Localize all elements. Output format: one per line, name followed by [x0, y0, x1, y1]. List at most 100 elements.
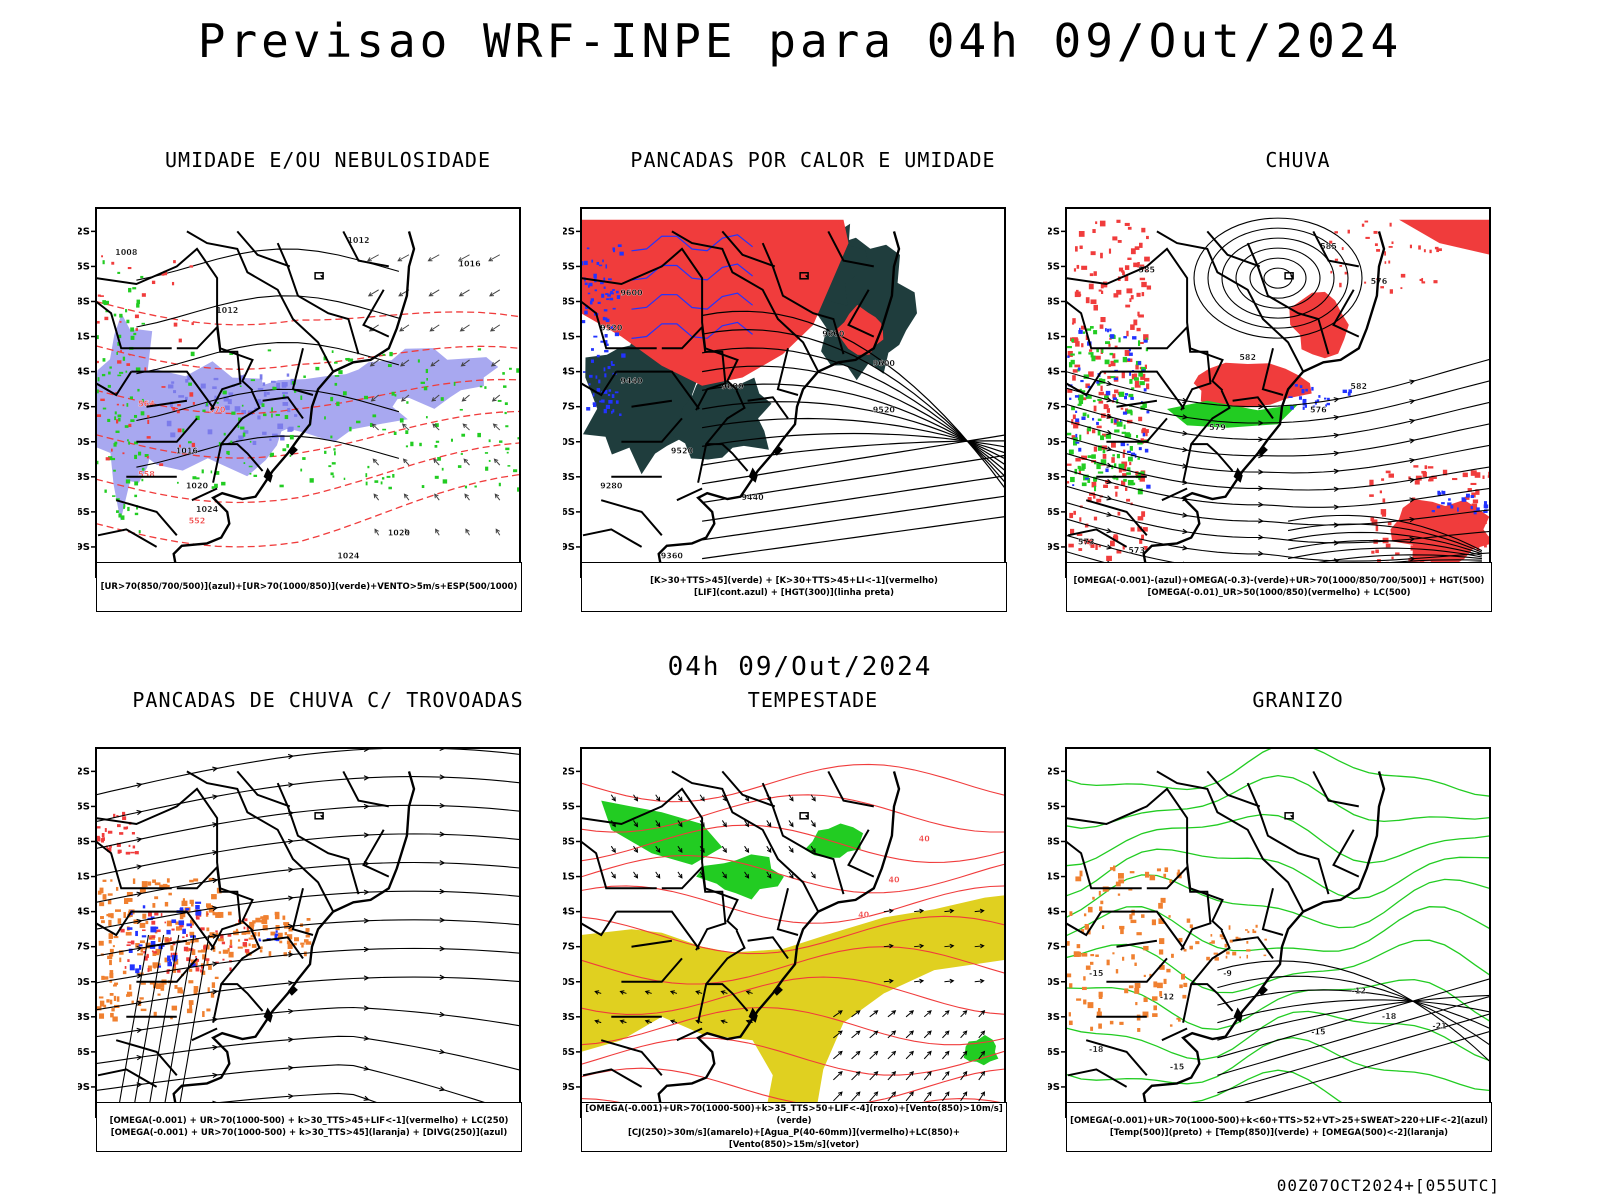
- speckle: [441, 467, 444, 471]
- speckle: [517, 487, 520, 492]
- wind-vector: [905, 1030, 914, 1039]
- speckle: [1144, 871, 1150, 878]
- speckle: [303, 951, 307, 957]
- border-line: [706, 443, 749, 472]
- speckle: [1316, 399, 1320, 403]
- speckle: [300, 468, 303, 472]
- speckle: [117, 824, 121, 828]
- speckle: [1127, 226, 1132, 230]
- speckle: [583, 260, 588, 266]
- wind-vector: [619, 1019, 627, 1024]
- speckle: [171, 919, 177, 924]
- speckle: [128, 287, 132, 293]
- contour-label: 552: [189, 517, 206, 526]
- speckle: [276, 933, 279, 936]
- speckle: [108, 456, 113, 461]
- speckle: [215, 961, 219, 964]
- speckle: [124, 425, 129, 428]
- wind-vector: [644, 1019, 652, 1024]
- map-content: [96, 748, 520, 1118]
- temperature-850-contour: [1066, 1036, 1490, 1092]
- border-line: [96, 840, 172, 890]
- lat-tick-label: 24S: [563, 907, 575, 918]
- speckle: [1077, 394, 1084, 401]
- streamline-arrow: [1106, 528, 1113, 534]
- speckle: [149, 981, 156, 985]
- streamline-arrow: [1333, 450, 1340, 457]
- lake: [1290, 275, 1294, 279]
- speckle: [139, 997, 144, 1000]
- speckle: [1074, 364, 1081, 368]
- streamline-arrow: [439, 974, 446, 981]
- border-line: [1066, 840, 1142, 890]
- wind-vector: [655, 871, 661, 879]
- lake: [805, 275, 809, 279]
- strong-wind-area: [696, 854, 784, 900]
- speckle: [124, 966, 127, 969]
- speckle: [113, 995, 117, 1001]
- speckle: [1100, 900, 1104, 905]
- height-contour: [702, 440, 1005, 466]
- speckle: [126, 898, 133, 902]
- speckle: [126, 826, 129, 830]
- speckle: [1438, 546, 1444, 549]
- speckle: [1075, 246, 1078, 252]
- speckle: [1465, 493, 1470, 498]
- speckle: [230, 440, 233, 446]
- speckle: [597, 301, 601, 305]
- wind-vector: [461, 394, 470, 402]
- speckle: [173, 322, 178, 327]
- wind-vector: [978, 1070, 986, 1081]
- speckle: [190, 935, 197, 938]
- speckle: [127, 506, 130, 512]
- speckle: [102, 358, 106, 362]
- speckle: [1078, 548, 1083, 551]
- speckle: [1078, 951, 1082, 957]
- speckle: [132, 287, 137, 290]
- speckle: [1225, 955, 1228, 959]
- speckle: [1077, 367, 1081, 371]
- speckle: [226, 450, 230, 455]
- speckle: [1438, 491, 1441, 495]
- lat-tick-label: 18S: [563, 837, 575, 848]
- border-line: [1246, 242, 1330, 355]
- speckle: [588, 282, 593, 287]
- speckle: [134, 314, 139, 319]
- speckle: [1377, 559, 1381, 564]
- speckle: [1104, 395, 1109, 399]
- speckle: [101, 833, 105, 838]
- speckle: [592, 402, 597, 405]
- contour-label: 558: [138, 470, 155, 479]
- speckle: [1078, 400, 1084, 405]
- speckle: [96, 826, 101, 829]
- border-line: [186, 230, 335, 373]
- wind-vector: [401, 423, 410, 431]
- streamline-arrow: [288, 1093, 295, 1099]
- speckle: [1441, 490, 1443, 494]
- speckle: [610, 290, 613, 293]
- speckle: [382, 428, 387, 431]
- contour-label: -18: [1089, 1045, 1104, 1054]
- streamline-arrow: [212, 877, 219, 884]
- speckle: [107, 899, 112, 905]
- height-contour: [702, 432, 1005, 448]
- speckle: [189, 392, 194, 397]
- speckle: [305, 941, 312, 945]
- speckle: [109, 999, 113, 1005]
- speckle: [380, 481, 383, 485]
- speckle: [607, 366, 611, 370]
- speckle: [1085, 394, 1092, 399]
- speckle: [229, 351, 234, 355]
- speckle: [1485, 504, 1487, 509]
- speckle: [1132, 336, 1137, 340]
- speckle: [1144, 448, 1149, 453]
- legend-line: [CJ(250)>30m/s](amarelo)+[Agua_P(40-60mm…: [627, 1128, 961, 1150]
- speckle: [138, 944, 143, 947]
- speckle: [158, 963, 161, 966]
- speckle: [192, 401, 195, 405]
- lat-tick-label: 21S: [563, 332, 575, 343]
- speckle: [205, 903, 211, 908]
- speckle: [1069, 911, 1073, 916]
- speckle: [1129, 352, 1133, 356]
- border-line: [581, 300, 657, 350]
